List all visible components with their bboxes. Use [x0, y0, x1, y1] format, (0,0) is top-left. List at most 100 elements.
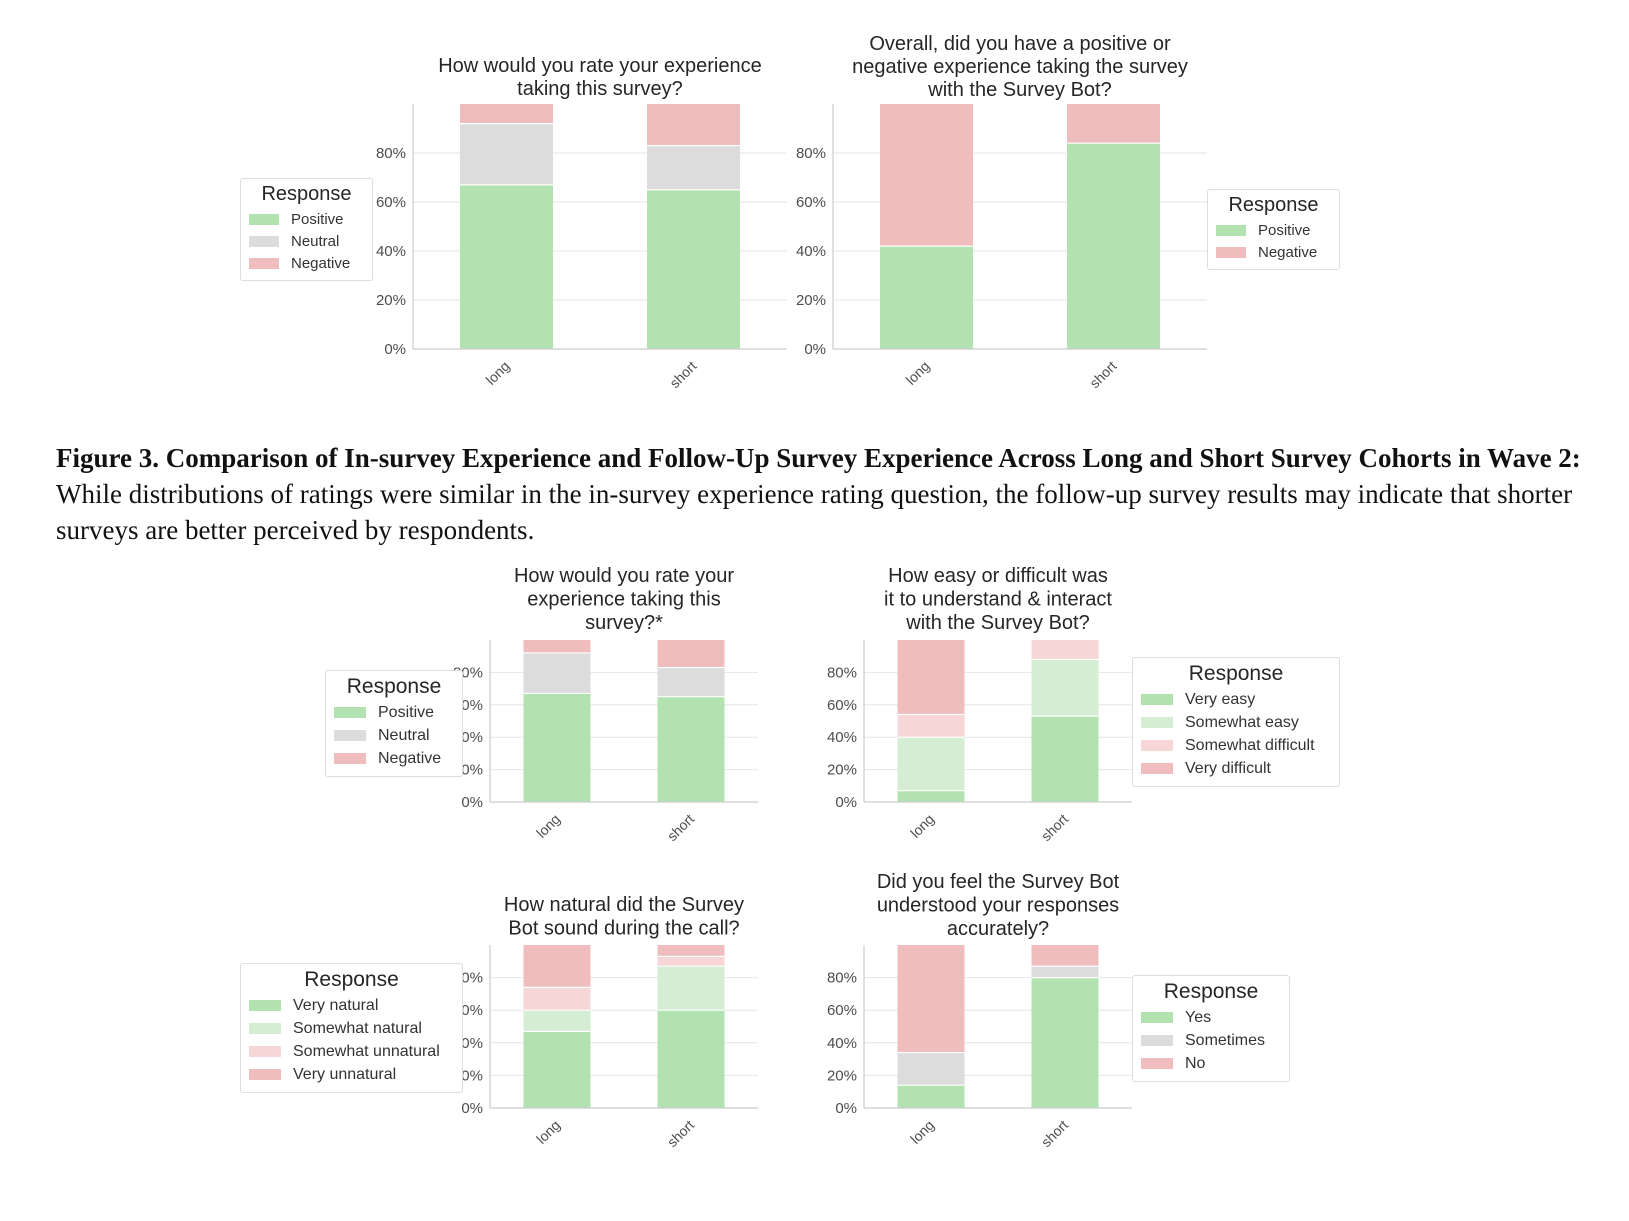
bar-segment [647, 104, 740, 146]
legend-item: Negative [1216, 241, 1331, 263]
legend-item: Very difficult [1141, 757, 1331, 780]
legend-label: Very easy [1185, 690, 1256, 708]
bar-segment [1031, 716, 1099, 802]
legend-item: Very easy [1141, 688, 1331, 711]
x-tick-label: long [907, 1117, 937, 1147]
legend-swatch [249, 1069, 281, 1080]
legend-swatch [249, 213, 279, 225]
bar-segment [523, 1010, 591, 1032]
legend-label: Somewhat natural [293, 1019, 422, 1037]
legend-label: Very unnatural [293, 1065, 397, 1083]
chart-title-line: How would you rate your experience [438, 55, 762, 77]
legend-swatch [1216, 246, 1246, 258]
chart-title-line: How natural did the Survey [504, 894, 744, 916]
legend-swatch [1141, 694, 1173, 705]
legend-item: Positive [1216, 219, 1331, 241]
bar-segment [897, 945, 965, 1053]
legend-label: Yes [1185, 1008, 1212, 1026]
legend-swatch [1141, 740, 1173, 751]
legend-swatch [1141, 1012, 1173, 1023]
legend-swatch [334, 707, 366, 718]
legend-label: Negative [291, 254, 351, 272]
bar-segment [1031, 659, 1099, 717]
bar-segment [1031, 640, 1099, 660]
bar-segment [657, 640, 725, 668]
x-tick-label: long [903, 358, 933, 388]
chart-4-ease-of-interaction: How easy or difficult was it to understan… [827, 565, 1132, 844]
bar-segment [897, 640, 965, 715]
bar-segment [1067, 104, 1160, 144]
bar-segment [880, 246, 973, 349]
bar-segment [657, 1010, 725, 1108]
bar-segment [523, 652, 591, 694]
legend-item: Sometimes [1141, 1029, 1281, 1052]
y-tick-label: 80% [796, 145, 826, 162]
y-tick-label: 40% [796, 243, 826, 260]
legend-chart-1: Response Positive Neutral Negative [240, 178, 373, 281]
chart-title-line: it to understand & interact [884, 589, 1112, 611]
bar-segment [897, 1052, 965, 1086]
legend-swatch [1141, 763, 1173, 774]
chart-title: How would you rate your experience taking… [514, 565, 734, 634]
legend-label: No [1185, 1054, 1206, 1072]
y-tick-label: 0% [461, 794, 483, 811]
legend-swatch [1141, 1035, 1173, 1046]
chart-title-line: How would you rate your [514, 565, 734, 587]
chart-title: How natural did the Survey Bot sound duri… [504, 894, 744, 940]
y-tick-label: 60% [376, 194, 406, 211]
legend-swatch [1141, 717, 1173, 728]
y-tick-label: 20% [796, 292, 826, 309]
legend-label: Very difficult [1185, 759, 1271, 777]
bar-segment [657, 696, 725, 802]
bar-segment [897, 1085, 965, 1108]
y-tick-label: 80% [827, 970, 857, 987]
legend-swatch [249, 257, 279, 269]
y-tick-label: 80% [827, 664, 857, 681]
chart-5-naturalness: How natural did the Survey Bot sound duri… [453, 894, 758, 1150]
chart-2-overall-experience: Overall, did you have a positive or negat… [796, 33, 1207, 391]
legend-label: Positive [378, 703, 435, 721]
y-tick-label: 20% [376, 292, 406, 309]
chart-title-line: accurately? [947, 918, 1049, 940]
bar-segment [657, 956, 725, 967]
x-tick-label: short [1086, 358, 1119, 391]
bar-segment [523, 693, 591, 802]
legend-chart-3: Response Positive Neutral Negative [325, 670, 463, 777]
y-tick-label: 20% [827, 762, 857, 779]
chart-title-line: How easy or difficult was [888, 565, 1108, 587]
y-tick-label: 60% [827, 697, 857, 714]
bar-segment [523, 987, 591, 1011]
legend-item: Negative [249, 252, 364, 274]
legend-label: Somewhat difficult [1185, 736, 1315, 754]
figure-caption-bold: Figure 3. Comparison of In-survey Experi… [56, 443, 1581, 473]
legend-chart-2: Response Positive Negative [1207, 189, 1340, 270]
chart-title-line: understood your responses [877, 895, 1119, 917]
legend-label: Positive [1258, 221, 1311, 239]
legend-swatch [1141, 1058, 1173, 1069]
figure-caption: Figure 3. Comparison of In-survey Experi… [56, 440, 1596, 548]
bar-segment [657, 966, 725, 1011]
bar-segment [897, 737, 965, 791]
chart-title-line: taking this survey? [517, 78, 683, 100]
bar-segment [1031, 977, 1099, 1108]
y-tick-label: 40% [827, 1035, 857, 1052]
chart-title-line: negative experience taking the survey [852, 56, 1188, 78]
chart-6-understood-accurately: Did you feel the Survey Bot understood yo… [827, 871, 1132, 1150]
bar-segment [897, 790, 965, 802]
legend-title: Response [261, 183, 352, 205]
chart-title-line: Bot sound during the call? [508, 918, 739, 940]
y-tick-label: 0% [461, 1100, 483, 1117]
legend-item: Somewhat difficult [1141, 734, 1331, 757]
legend-swatch [249, 235, 279, 247]
legend-label: Sometimes [1185, 1031, 1266, 1049]
legend-title: Response [1163, 980, 1259, 1003]
legend-item: Somewhat natural [249, 1017, 454, 1040]
y-tick-label: 40% [376, 243, 406, 260]
chart-title-line: survey?* [585, 612, 663, 634]
bar-segment [897, 714, 965, 738]
legend-item: Neutral [249, 230, 364, 252]
chart-title-line: experience taking this [527, 589, 720, 611]
x-tick-label: short [1038, 1117, 1071, 1150]
legend-label: Positive [291, 210, 344, 228]
legend-item: No [1141, 1052, 1281, 1075]
